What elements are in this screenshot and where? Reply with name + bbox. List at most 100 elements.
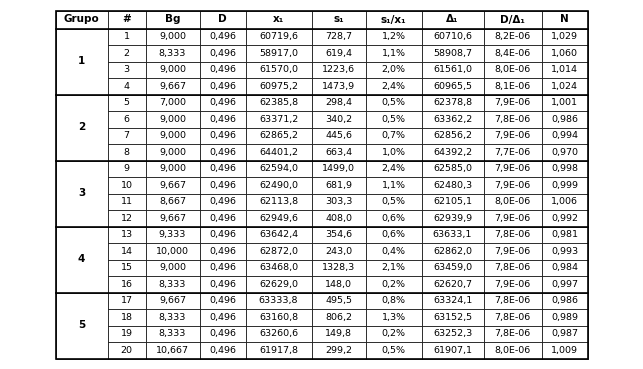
- Bar: [484, 94, 541, 111]
- Text: 7,8E-06: 7,8E-06: [494, 230, 530, 239]
- Text: 0,496: 0,496: [209, 214, 236, 223]
- Text: 0,496: 0,496: [209, 115, 236, 124]
- Bar: [55, 10, 588, 359]
- Bar: [422, 45, 484, 62]
- Bar: [246, 342, 311, 359]
- Bar: [422, 309, 484, 325]
- Bar: [107, 10, 145, 28]
- Text: 8: 8: [123, 148, 129, 157]
- Text: 0,986: 0,986: [551, 115, 578, 124]
- Text: 62113,8: 62113,8: [259, 197, 298, 206]
- Bar: [55, 161, 107, 227]
- Bar: [199, 128, 246, 144]
- Bar: [422, 144, 484, 161]
- Bar: [541, 144, 588, 161]
- Text: 0,5%: 0,5%: [381, 115, 406, 124]
- Text: 1,009: 1,009: [551, 346, 578, 355]
- Text: 0,992: 0,992: [551, 214, 578, 223]
- Bar: [145, 94, 199, 111]
- Bar: [541, 259, 588, 276]
- Text: 61570,0: 61570,0: [259, 65, 298, 74]
- Text: 1,001: 1,001: [551, 98, 578, 107]
- Text: 1,1%: 1,1%: [381, 181, 406, 190]
- Text: s₁: s₁: [333, 14, 344, 24]
- Text: 9,667: 9,667: [159, 296, 186, 305]
- Text: 9,667: 9,667: [159, 214, 186, 223]
- Text: 63160,8: 63160,8: [259, 313, 298, 322]
- Bar: [246, 144, 311, 161]
- Text: 806,2: 806,2: [325, 313, 352, 322]
- Text: 9: 9: [123, 164, 129, 173]
- Text: 61917,8: 61917,8: [259, 346, 298, 355]
- Bar: [145, 325, 199, 342]
- Bar: [311, 78, 365, 94]
- Bar: [422, 128, 484, 144]
- Bar: [484, 144, 541, 161]
- Text: 8,0E-06: 8,0E-06: [494, 197, 530, 206]
- Bar: [311, 210, 365, 227]
- Bar: [541, 210, 588, 227]
- Text: 62385,8: 62385,8: [259, 98, 298, 107]
- Text: 8,0E-06: 8,0E-06: [494, 346, 530, 355]
- Bar: [145, 144, 199, 161]
- Text: 7,9E-06: 7,9E-06: [494, 280, 530, 289]
- Text: 0,496: 0,496: [209, 32, 236, 41]
- Text: 60975,2: 60975,2: [259, 82, 298, 91]
- Text: 63642,4: 63642,4: [259, 230, 298, 239]
- Bar: [365, 293, 422, 309]
- Bar: [199, 325, 246, 342]
- Bar: [541, 177, 588, 193]
- Text: 9,000: 9,000: [159, 263, 186, 272]
- Text: 8,333: 8,333: [159, 313, 186, 322]
- Bar: [422, 342, 484, 359]
- Bar: [541, 293, 588, 309]
- Text: 1,024: 1,024: [551, 82, 578, 91]
- Text: 63252,3: 63252,3: [433, 329, 472, 338]
- Text: 0,496: 0,496: [209, 346, 236, 355]
- Bar: [107, 128, 145, 144]
- Text: 0,496: 0,496: [209, 164, 236, 173]
- Bar: [55, 10, 107, 28]
- Text: N: N: [560, 14, 569, 24]
- Text: 63260,6: 63260,6: [259, 329, 298, 338]
- Text: 1,1%: 1,1%: [381, 49, 406, 58]
- Text: 11: 11: [120, 197, 132, 206]
- Text: 62856,2: 62856,2: [433, 131, 472, 140]
- Text: 0,496: 0,496: [209, 49, 236, 58]
- Bar: [365, 128, 422, 144]
- Text: 2,0%: 2,0%: [381, 65, 406, 74]
- Bar: [422, 259, 484, 276]
- Bar: [484, 259, 541, 276]
- Text: 8,333: 8,333: [159, 280, 186, 289]
- Bar: [145, 210, 199, 227]
- Text: 0,5%: 0,5%: [381, 197, 406, 206]
- Bar: [199, 293, 246, 309]
- Text: 0,496: 0,496: [209, 65, 236, 74]
- Bar: [365, 161, 422, 177]
- Text: D/Δ₁: D/Δ₁: [500, 14, 525, 24]
- Text: 13: 13: [120, 230, 132, 239]
- Bar: [365, 45, 422, 62]
- Text: 0,994: 0,994: [551, 131, 578, 140]
- Text: 60965,5: 60965,5: [433, 82, 472, 91]
- Bar: [145, 259, 199, 276]
- Text: 62480,3: 62480,3: [433, 181, 472, 190]
- Bar: [199, 111, 246, 128]
- Bar: [199, 276, 246, 293]
- Text: 3: 3: [123, 65, 129, 74]
- Text: x₁: x₁: [273, 14, 284, 24]
- Bar: [311, 342, 365, 359]
- Text: Bg: Bg: [165, 14, 180, 24]
- Bar: [541, 243, 588, 259]
- Text: 340,2: 340,2: [325, 115, 352, 124]
- Text: 8,4E-06: 8,4E-06: [494, 49, 530, 58]
- Bar: [311, 161, 365, 177]
- Text: 0,981: 0,981: [551, 230, 578, 239]
- Bar: [365, 78, 422, 94]
- Text: 9,000: 9,000: [159, 148, 186, 157]
- Bar: [246, 293, 311, 309]
- Text: 61561,0: 61561,0: [433, 65, 472, 74]
- Bar: [199, 62, 246, 78]
- Bar: [107, 45, 145, 62]
- Text: 9,000: 9,000: [159, 164, 186, 173]
